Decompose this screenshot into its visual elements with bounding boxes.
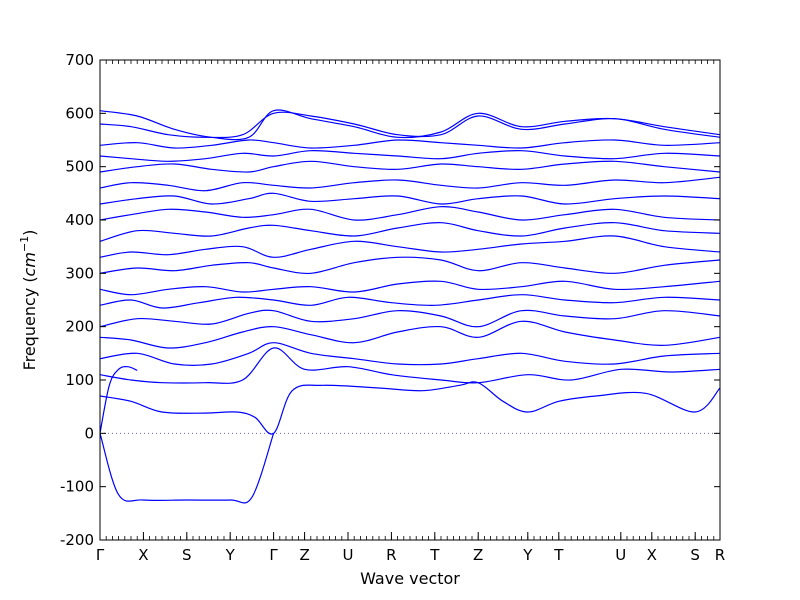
y-axis-label: Frequency (cm−1) [18,230,39,371]
x-tick-label: X [138,546,148,564]
band-17 [100,150,720,162]
y-tick-label: 400 [65,211,94,229]
y-tick-label: 100 [65,371,94,389]
x-tick-label: Γ [269,546,278,564]
band-9 [100,280,720,296]
band-10 [100,256,720,275]
x-tick-label: Y [522,546,533,564]
tick-labels: -200 -100 0 100 200 300 400 500 600 700 Γ X S Y Γ Z U R T Z… [60,51,725,564]
y-tick-label: -100 [60,478,94,496]
band-14 [100,192,720,205]
band-2 [100,365,138,434]
x-tick-label: Z [473,546,483,564]
band-5 [100,342,720,366]
plot-frame [99,59,721,541]
y-axis-label-exponent: −1 [18,236,31,252]
band-3 [100,381,720,435]
band-12 [100,222,720,242]
band-8 [100,294,720,309]
band-18 [100,139,720,149]
band-20 [100,109,720,141]
band-15 [100,176,720,192]
y-tick-label: 700 [65,51,94,69]
x-tick-label: S [690,546,700,564]
x-tick-label: R [386,546,396,564]
y-axis-label-prefix: Frequency ( [20,276,39,370]
y-axis-label-suffix: ) [20,230,39,236]
axis-ticks [99,59,721,541]
band-19 [100,111,720,139]
band-11 [100,235,720,258]
phonon-bands [100,109,720,504]
x-axis-label: Wave vector [360,569,460,588]
band-13 [100,206,720,221]
x-tick-label: U [343,546,354,564]
x-tick-label: X [647,546,657,564]
band-7 [100,309,720,328]
y-tick-label: 300 [65,264,94,282]
x-tick-label: Y [225,546,236,564]
y-tick-label: -200 [60,531,94,549]
x-tick-label: R [715,546,725,564]
y-tick-label: 0 [84,424,94,442]
band-1 [100,433,275,504]
x-tick-label: T [429,546,440,564]
band-4 [100,347,720,384]
x-tick-label: S [182,546,192,564]
x-tick-label: Z [299,546,309,564]
x-tick-label: U [615,546,626,564]
band-16 [100,160,720,173]
y-tick-label: 500 [65,158,94,176]
x-tick-label: Γ [96,546,105,564]
x-tick-label: T [553,546,564,564]
y-axis-label-unit: cm [20,252,39,276]
band-6 [100,320,720,349]
y-tick-label: 600 [65,104,94,122]
y-tick-label: 200 [65,318,94,336]
